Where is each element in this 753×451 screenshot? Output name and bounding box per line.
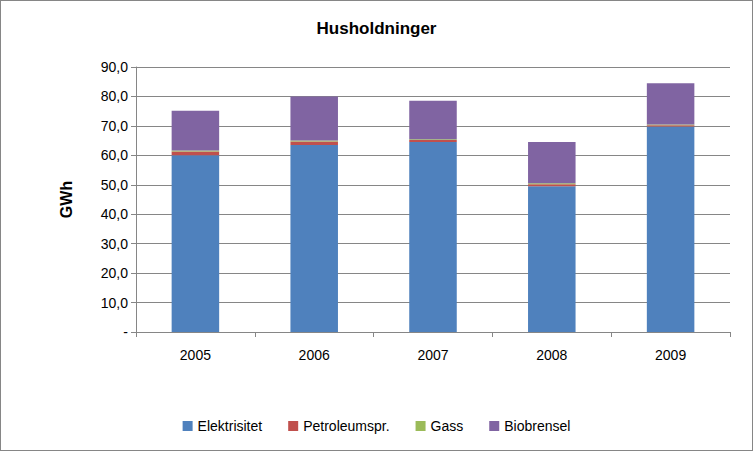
svg-text:-: -: [123, 324, 128, 340]
svg-text:Gass: Gass: [431, 418, 464, 434]
svg-text:2005: 2005: [180, 347, 211, 363]
svg-text:10,0: 10,0: [101, 295, 128, 311]
svg-text:Elektrisitet: Elektrisitet: [198, 418, 263, 434]
svg-text:50,0: 50,0: [101, 177, 128, 193]
svg-text:2009: 2009: [655, 347, 686, 363]
svg-text:30,0: 30,0: [101, 236, 128, 252]
svg-text:2006: 2006: [299, 347, 330, 363]
svg-text:40,0: 40,0: [101, 206, 128, 222]
svg-text:GWh: GWh: [58, 181, 75, 218]
svg-text:2008: 2008: [536, 347, 567, 363]
svg-text:20,0: 20,0: [101, 265, 128, 281]
svg-text:70,0: 70,0: [101, 118, 128, 134]
svg-text:Petroleumspr.: Petroleumspr.: [303, 418, 389, 434]
svg-text:Biobrensel: Biobrensel: [504, 418, 570, 434]
svg-text:2007: 2007: [417, 347, 448, 363]
svg-text:60,0: 60,0: [101, 147, 128, 163]
svg-text:80,0: 80,0: [101, 88, 128, 104]
svg-text:90,0: 90,0: [101, 59, 128, 75]
svg-text:Husholdninger: Husholdninger: [317, 19, 437, 38]
